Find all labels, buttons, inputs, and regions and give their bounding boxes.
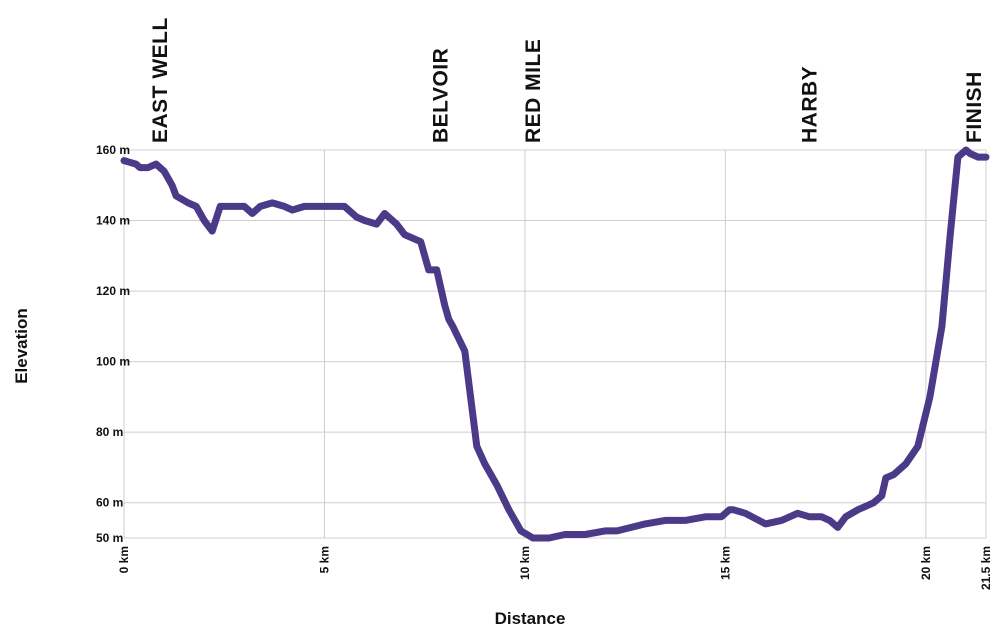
y-tick-label: 120 m bbox=[96, 284, 130, 298]
y-tick-label: 160 m bbox=[96, 143, 130, 157]
landmark-label: EAST WELL bbox=[149, 17, 172, 143]
y-axis-title: Elevation bbox=[12, 308, 31, 384]
x-tick-labels: 0 km 5 km 10 km 15 km 20 km 21.5 km bbox=[117, 546, 993, 590]
grid-lines bbox=[123, 149, 987, 539]
landmark-labels: EAST WELL BELVOIR RED MILE HARBY FINISH bbox=[149, 17, 986, 143]
x-tick-label: 20 km bbox=[919, 546, 933, 580]
y-tick-label: 100 m bbox=[96, 355, 130, 369]
landmark-label: HARBY bbox=[799, 66, 822, 143]
elevation-line bbox=[120, 146, 990, 542]
x-tick-label: 15 km bbox=[718, 546, 732, 580]
landmark-label: BELVOIR bbox=[430, 48, 453, 143]
y-tick-label: 80 m bbox=[96, 425, 123, 439]
x-tick-label: 0 km bbox=[117, 546, 131, 573]
x-tick-label: 10 km bbox=[518, 546, 532, 580]
landmark-label: FINISH bbox=[963, 71, 986, 143]
y-tick-label: 50 m bbox=[96, 531, 123, 545]
y-tick-labels: 50 m 60 m 80 m 100 m 120 m 140 m 160 m bbox=[96, 143, 130, 545]
x-tick-label: 5 km bbox=[317, 546, 331, 573]
x-axis-title: Distance bbox=[495, 609, 566, 628]
x-tick-label: 21.5 km bbox=[979, 546, 993, 590]
y-tick-label: 140 m bbox=[96, 214, 130, 228]
y-tick-label: 60 m bbox=[96, 496, 123, 510]
landmark-label: RED MILE bbox=[522, 39, 545, 143]
